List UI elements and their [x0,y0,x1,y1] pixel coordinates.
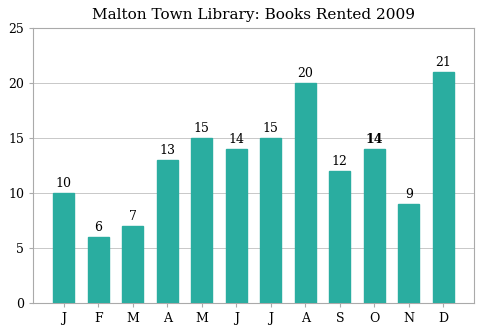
Text: 15: 15 [263,122,279,135]
Bar [191,138,212,303]
Bar [122,226,143,303]
Text: 21: 21 [435,56,451,69]
Text: 14: 14 [228,133,244,146]
Text: 10: 10 [56,177,72,190]
Text: 6: 6 [94,221,102,234]
Text: 7: 7 [129,210,137,223]
Bar [260,138,281,303]
Title: Malton Town Library: Books Rented 2009: Malton Town Library: Books Rented 2009 [92,8,415,22]
Bar [399,204,419,303]
Text: 15: 15 [194,122,210,135]
Bar [329,170,350,303]
Bar [157,160,177,303]
Bar [295,83,316,303]
Bar [88,237,108,303]
Text: 14: 14 [365,133,383,146]
Bar [433,72,454,303]
Text: 20: 20 [297,67,313,80]
Text: 13: 13 [159,144,175,157]
Text: 12: 12 [332,155,348,168]
Bar [364,149,385,303]
Text: 9: 9 [405,188,413,201]
Bar [54,193,74,303]
Bar [226,149,247,303]
